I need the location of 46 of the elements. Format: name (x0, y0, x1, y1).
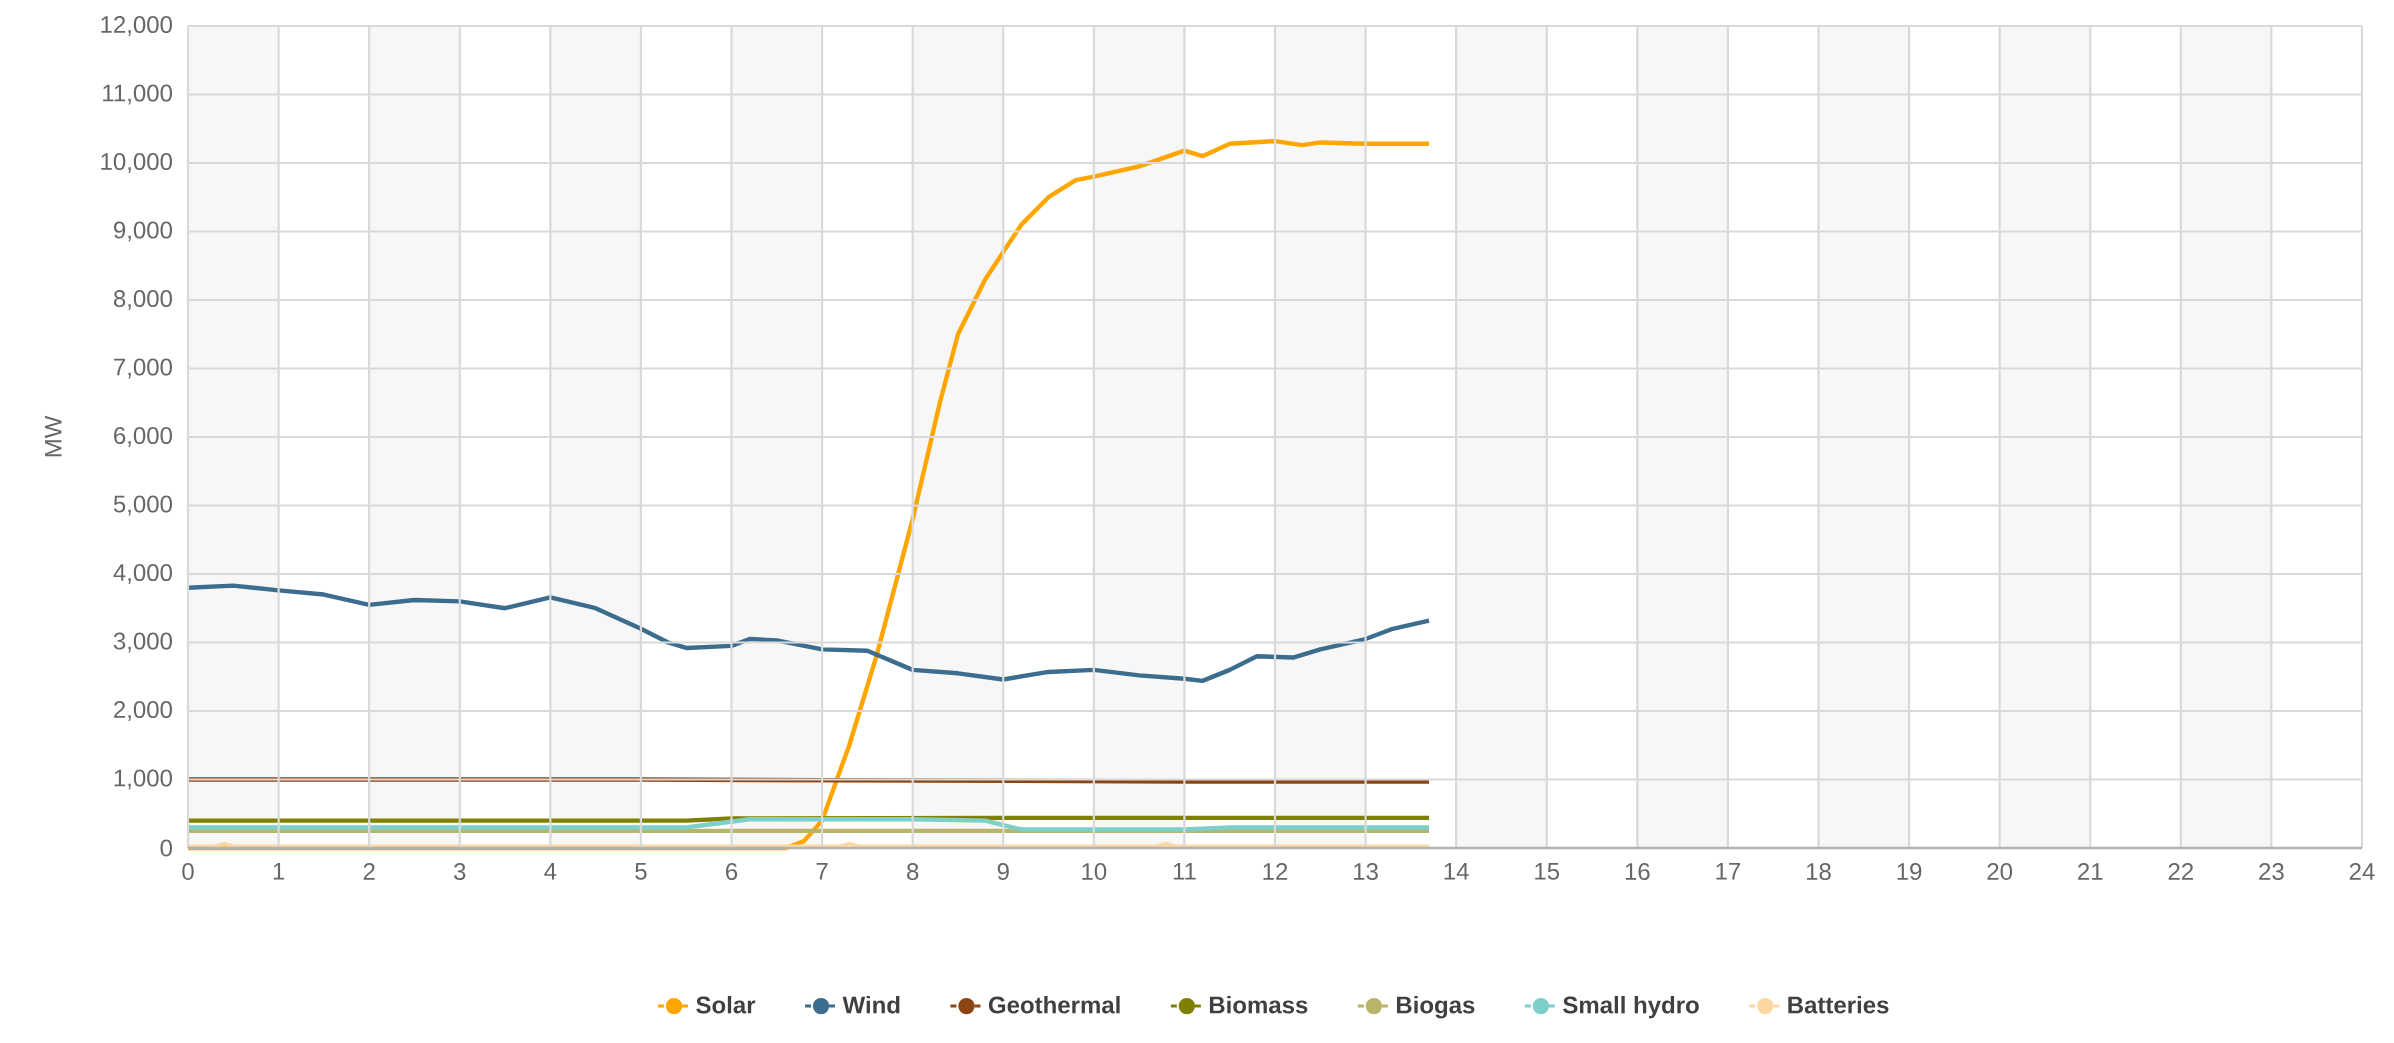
x-tick-label: 5 (635, 863, 647, 880)
y-tick-label: 8,000 (113, 290, 173, 310)
y-tick-label: 1,000 (114, 769, 173, 790)
x-tick-label: 18 (1806, 863, 1831, 881)
x-tick-label: 0 (182, 863, 194, 881)
x-tick-label: 19 (1897, 863, 1922, 881)
x-tick-label: 9 (997, 863, 1009, 881)
y-tick-label: 9,000 (114, 221, 173, 242)
legend-label: Solar (696, 995, 756, 1014)
y-tick-label: 4,000 (113, 564, 173, 584)
x-tick-label: 11 (1173, 863, 1196, 880)
x-tick-label: 2 (363, 863, 375, 880)
legend-label: Biogas (1396, 995, 1475, 1019)
x-tick-label: 8 (907, 863, 919, 881)
y-tick-label: 10,000 (101, 153, 173, 173)
y-tick-label: 5,000 (113, 495, 173, 516)
x-tick-label: 13 (1354, 863, 1378, 881)
legend-label: Batteries (1788, 995, 1889, 1014)
legend-label: Wind (842, 995, 900, 1014)
x-tick-label: 23 (2259, 863, 2284, 881)
x-tick-label: 6 (726, 863, 738, 881)
y-tick-label: 7,000 (114, 358, 173, 379)
x-tick-label: 16 (1625, 863, 1650, 881)
y-tick-label: 3,000 (113, 632, 173, 653)
x-tick-label: 1 (273, 863, 285, 880)
y-axis-title: MW (44, 415, 62, 457)
x-tick-label: 12 (1263, 863, 1288, 880)
legend-label: Small hydro (1563, 995, 1699, 1019)
y-tick-label: 2,000 (114, 701, 173, 721)
y-tick-label: 6,000 (114, 427, 173, 447)
x-tick-label: 10 (1082, 863, 1107, 881)
x-tick-label: 17 (1716, 863, 1741, 880)
x-tick-label: 22 (2168, 863, 2193, 880)
legend-label: Biomass (1209, 995, 1308, 1014)
x-tick-label: 7 (816, 863, 828, 880)
legend-label: Geothermal (988, 995, 1120, 1014)
y-tick-label: 12,000 (101, 16, 173, 36)
y-tick-label: 11,000 (103, 84, 173, 105)
x-tick-label: 3 (453, 863, 466, 881)
x-tick-label: 14 (1444, 863, 1469, 880)
x-tick-label: 15 (1535, 863, 1560, 880)
x-tick-label: 21 (2078, 863, 2103, 880)
x-tick-label: 24 (2349, 863, 2375, 880)
x-tick-label: 4 (544, 863, 557, 880)
y-tick-label: 0 (160, 839, 173, 857)
x-tick-label: 20 (1987, 863, 2013, 881)
